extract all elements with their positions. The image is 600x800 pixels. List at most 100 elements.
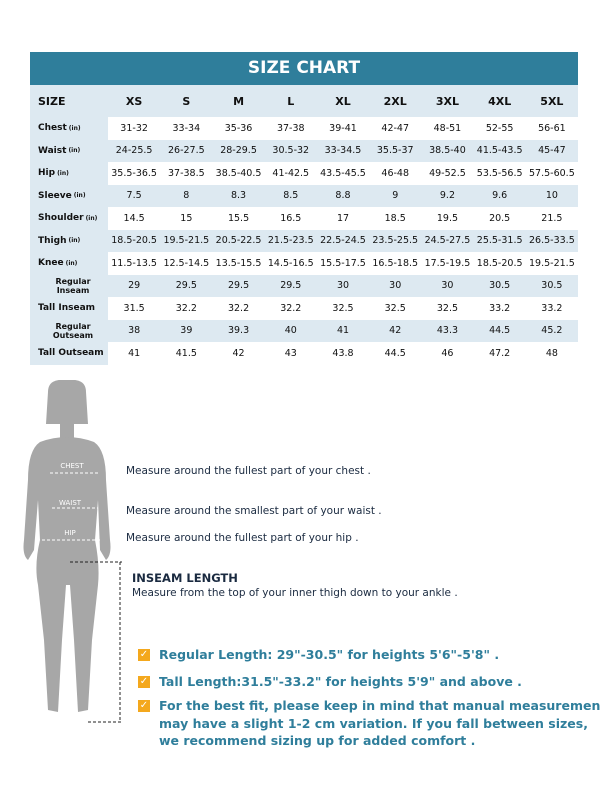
table-cell: 9.6 xyxy=(492,190,508,202)
row-label: Chest (in) xyxy=(30,117,108,140)
header-cell: M xyxy=(233,94,245,108)
table-cell: 32.5 xyxy=(436,302,459,314)
inseam-heading: INSEAM LENGTH xyxy=(132,571,238,585)
table-cell: 43 xyxy=(284,347,297,359)
table-cell: 37-38 xyxy=(276,122,305,134)
check-icon: ✓ xyxy=(138,700,150,712)
table-cell: 29.5 xyxy=(280,280,302,292)
note-line: may have a slight 1-2 cm variation. If y… xyxy=(159,715,588,731)
table-cell: 15 xyxy=(180,212,193,224)
table-cell: 15.5 xyxy=(227,212,250,224)
header-cell: 4XL xyxy=(488,94,512,108)
table-cell: 24.5-27.5 xyxy=(424,235,471,247)
table-cell: 13.5-15.5 xyxy=(215,257,262,269)
table-cell: 47.2 xyxy=(489,347,511,359)
table-cell: 37-38.5 xyxy=(167,167,205,179)
table-cell: 18.5 xyxy=(384,212,406,224)
header-cell: SIZE xyxy=(38,94,66,108)
table-cell: 14.5 xyxy=(123,212,145,224)
table-cell: 16.5 xyxy=(280,212,302,224)
table-cell: 43.8 xyxy=(332,347,354,359)
table-cell: 32.2 xyxy=(280,302,302,314)
label-text: Regular Inseam xyxy=(55,276,91,295)
header-cell: L xyxy=(287,94,295,108)
table-cell: 31.5 xyxy=(123,302,145,314)
label-text: Hip xyxy=(38,168,56,179)
table-cell: 41 xyxy=(128,347,141,359)
table-cell: 53.5-56.5 xyxy=(476,167,523,179)
header-cell: XS xyxy=(125,94,143,108)
row-bg xyxy=(108,139,578,162)
table-cell: 38.5-40 xyxy=(429,145,466,157)
row-bg xyxy=(108,297,578,320)
note-line: Tall Length:31.5"-33.2" for heights 5'9"… xyxy=(159,674,522,689)
table-cell: 52-55 xyxy=(485,122,514,134)
row-bg xyxy=(108,274,578,297)
row-label: Regular Outseam xyxy=(30,320,108,343)
table-cell: 8 xyxy=(183,190,190,202)
table-cell: 35.5-36.5 xyxy=(111,167,157,179)
label-text: Tall Outseam xyxy=(38,348,104,359)
table-cell: 42-47 xyxy=(381,122,410,134)
figure-label: HIP xyxy=(64,529,76,537)
table-cell: 48 xyxy=(545,347,558,359)
row-bg xyxy=(108,229,578,252)
table-cell: 30 xyxy=(389,280,402,292)
note-line: we recommend sizing up for added comfort… xyxy=(159,733,476,748)
instruction: Measure around the fullest part of your … xyxy=(126,465,371,477)
table-cell: 8.3 xyxy=(230,190,247,202)
row-bg xyxy=(108,117,578,140)
label-text: Regular Outseam xyxy=(52,321,94,340)
table-cell: 41 xyxy=(336,325,350,337)
table-cell: 38.5-40.5 xyxy=(215,167,262,179)
table-cell: 19.5-21.5 xyxy=(529,257,575,269)
table-cell: 14.5-16.5 xyxy=(267,257,314,269)
table-cell: 7.5 xyxy=(126,190,142,202)
table-cell: 46-48 xyxy=(381,167,410,179)
table-cell: 35.5-37 xyxy=(376,145,414,157)
row-label: Tall Outseam xyxy=(30,342,108,365)
row-bg xyxy=(108,342,578,365)
table-cell: 21.5-23.5 xyxy=(267,235,314,247)
table-cell: 10 xyxy=(545,190,558,202)
label-text: Chest xyxy=(38,123,67,134)
table-cell: 45-47 xyxy=(538,145,566,157)
table-cell: 42 xyxy=(232,347,245,359)
table-cell: 41-42.5 xyxy=(272,167,310,179)
inseam-text: Measure from the top of your inner thigh… xyxy=(132,587,458,599)
label-text: Tall Inseam xyxy=(38,303,96,314)
table-cell: 18.5-20.5 xyxy=(476,257,523,269)
table-cell: 23.5-25.5 xyxy=(372,235,419,247)
header-cell: 5XL xyxy=(540,94,564,108)
unit: (in) xyxy=(73,192,86,200)
table-cell: 31-32 xyxy=(120,122,148,134)
check-icon: ✓ xyxy=(138,676,150,688)
table-cell: 32.2 xyxy=(175,302,197,314)
row-bg xyxy=(108,184,578,207)
note-line: For the best fit, please keep in mind th… xyxy=(159,698,600,713)
table-cell: 17.5-19.5 xyxy=(424,257,471,269)
table-cell: 19.5-21.5 xyxy=(163,235,210,247)
table-cell: 28-29.5 xyxy=(220,145,257,157)
table-cell: 40 xyxy=(284,325,297,337)
label-text: Thigh xyxy=(38,235,67,246)
table-cell: 16.5-18.5 xyxy=(372,257,419,269)
table-cell: 41.5-43.5 xyxy=(476,145,523,157)
row-label: Knee (in) xyxy=(30,252,108,275)
table-cell: 21.5 xyxy=(541,212,563,224)
table-cell: 33.2 xyxy=(541,302,563,314)
row-bg xyxy=(108,162,578,185)
table-cell: 57.5-60.5 xyxy=(529,167,575,179)
header-cell: XL xyxy=(335,94,351,108)
table-cell: 29.5 xyxy=(227,280,250,292)
label-text: Sleeve xyxy=(38,190,72,201)
table-cell: 39-41 xyxy=(329,122,357,134)
table-cell: 20.5-22.5 xyxy=(215,235,262,247)
table-cell: 49-52.5 xyxy=(429,167,466,179)
table-cell: 33.2 xyxy=(489,302,511,314)
table-cell: 29 xyxy=(128,280,141,292)
figure-label: CHEST xyxy=(60,462,84,470)
unit: (in) xyxy=(57,169,69,177)
check-icon: ✓ xyxy=(138,649,150,661)
